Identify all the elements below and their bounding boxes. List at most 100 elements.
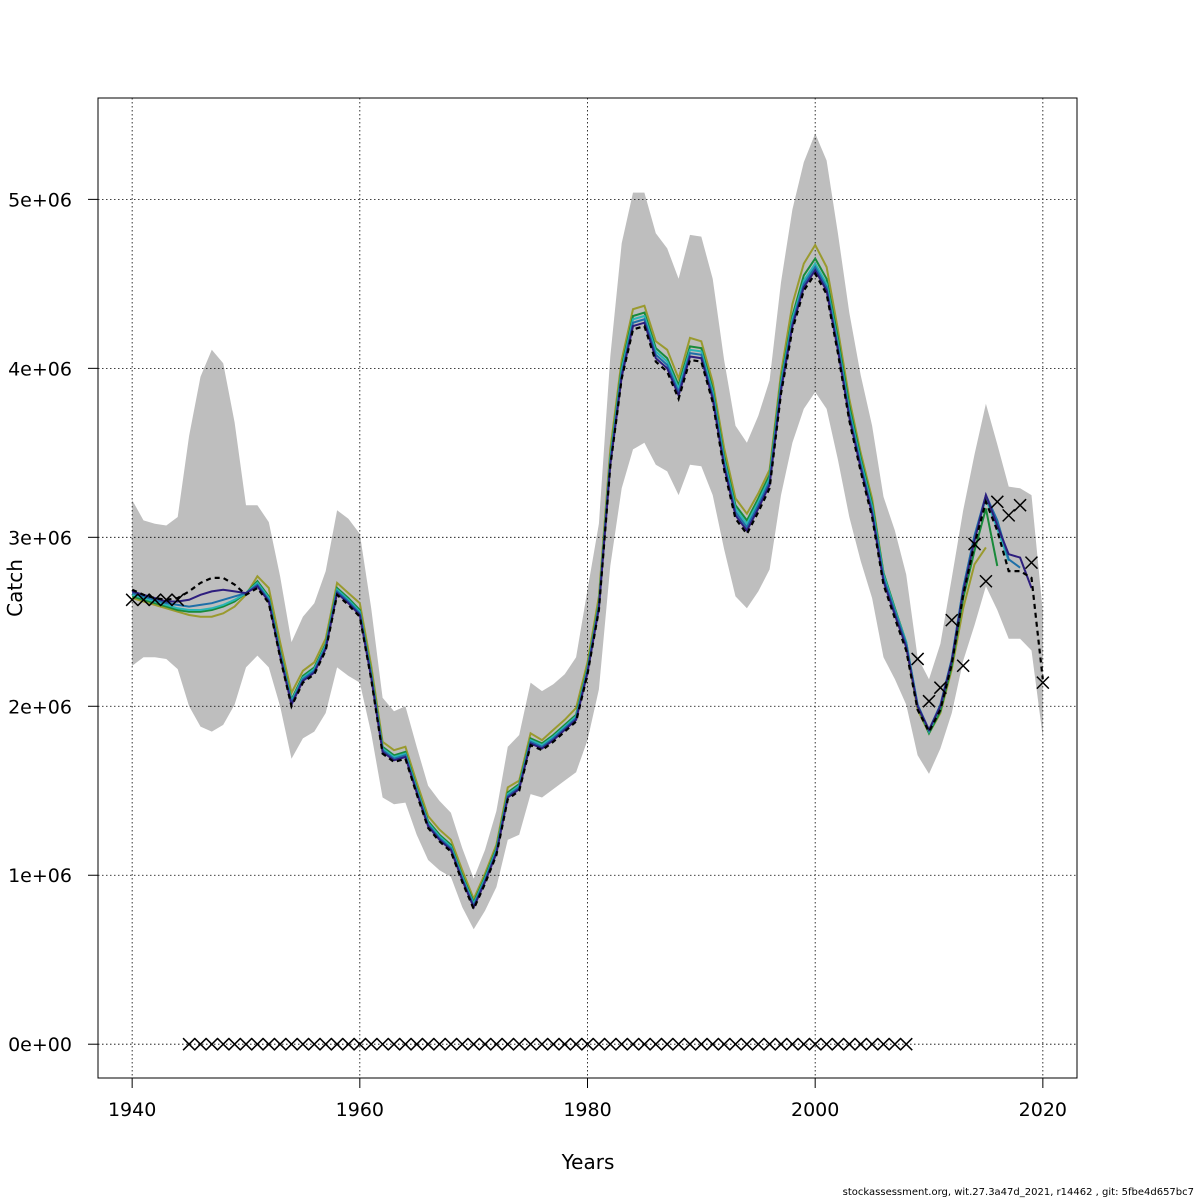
observation-marker (672, 1037, 686, 1051)
x-tick-label: 1940 (108, 1099, 156, 1121)
observation-marker (432, 1037, 447, 1051)
observation-marker (148, 593, 162, 607)
observation-marker (615, 1037, 629, 1051)
observation-marker (171, 593, 185, 607)
observation-marker (808, 1037, 822, 1051)
observation-marker (501, 1037, 515, 1051)
observation-marker (649, 1037, 663, 1051)
observation-marker (296, 1037, 310, 1051)
observation-marker (820, 1037, 834, 1051)
observation-marker (740, 1037, 754, 1051)
observation-marker (410, 1037, 424, 1051)
observation-marker (376, 1037, 390, 1051)
observation-marker (250, 1037, 264, 1051)
series-line-base (131, 271, 1044, 912)
y-tick-label: 2e+06 (8, 696, 72, 718)
observation-marker (444, 1037, 458, 1051)
observation-marker (785, 1037, 799, 1051)
observation-marker (854, 1037, 868, 1051)
observation-marker (694, 1037, 708, 1051)
observation-marker (683, 1037, 697, 1051)
observation-marker (956, 659, 970, 673)
observation-marker (478, 1037, 492, 1051)
observation-marker (330, 1037, 344, 1051)
observation-marker (307, 1037, 321, 1051)
observation-marker (774, 1037, 788, 1051)
observation-marker (592, 1037, 606, 1051)
observation-marker (831, 1037, 845, 1051)
x-axis-title: Years (561, 1150, 615, 1174)
observation-marker (125, 593, 139, 607)
observation-marker (341, 1037, 355, 1051)
observation-markers (125, 495, 1050, 1051)
y-tick-label: 0e+00 (8, 1034, 72, 1056)
observation-marker (455, 1037, 469, 1051)
observation-marker (273, 1037, 287, 1051)
observation-marker (968, 537, 982, 551)
x-tick-label: 2000 (791, 1099, 839, 1121)
observation-marker (546, 1037, 560, 1051)
observation-marker (660, 1037, 674, 1051)
observation-marker (876, 1037, 891, 1051)
observation-marker (1036, 676, 1050, 690)
observation-marker (353, 1037, 367, 1051)
observation-marker (751, 1037, 765, 1051)
observation-marker (1024, 556, 1039, 570)
observation-marker (933, 681, 947, 695)
confidence-band (132, 133, 1043, 930)
observation-marker (580, 1037, 595, 1051)
footer-credit: stockassessment.org, wit.27.3a47d_2021, … (842, 1187, 1194, 1198)
observation-marker (524, 1037, 538, 1051)
observation-marker (387, 1037, 401, 1051)
confidence-band-layer (132, 133, 1043, 930)
observation-marker (865, 1037, 879, 1051)
observation-marker (284, 1037, 299, 1051)
observation-marker (262, 1037, 276, 1051)
x-tick-label: 2020 (1019, 1099, 1067, 1121)
observation-marker (728, 1037, 743, 1051)
observation-marker (398, 1037, 412, 1051)
observation-marker (421, 1037, 435, 1051)
observation-marker (945, 613, 959, 627)
observation-marker (1013, 498, 1027, 512)
observation-marker (159, 593, 173, 607)
observation-marker (569, 1037, 583, 1051)
observation-marker (922, 694, 936, 708)
series-line-retro-5 (131, 242, 987, 902)
observation-marker (535, 1037, 549, 1051)
observation-marker (717, 1037, 731, 1051)
observation-marker (239, 1037, 253, 1051)
observation-marker (603, 1037, 617, 1051)
y-tick-label: 4e+06 (8, 358, 72, 380)
y-tick-label: 3e+06 (8, 527, 72, 549)
observation-marker (888, 1037, 902, 1051)
observation-marker (182, 1037, 196, 1051)
y-axis: 0e+00 1e+06 2e+06 3e+06 4e+06 5e+06 (8, 189, 99, 1056)
observation-marker (797, 1037, 811, 1051)
observation-marker (558, 1037, 572, 1051)
observation-marker (319, 1037, 333, 1051)
observation-marker (1002, 508, 1016, 522)
observation-marker (626, 1037, 640, 1051)
observation-marker (489, 1037, 503, 1051)
observation-marker (842, 1037, 856, 1051)
series-lines (131, 242, 1044, 912)
observation-marker (512, 1037, 526, 1051)
observation-marker (990, 495, 1004, 509)
observation-marker (899, 1037, 913, 1051)
y-tick-label: 5e+06 (8, 189, 72, 211)
x-axis: 1940 1960 1980 2000 2020 (108, 1077, 1067, 1121)
x-tick-label: 1980 (563, 1099, 611, 1121)
observation-marker (137, 593, 151, 607)
observation-marker (467, 1037, 481, 1051)
observation-marker (193, 1037, 207, 1051)
x-tick-label: 1960 (336, 1099, 384, 1121)
observation-marker (228, 1037, 242, 1051)
observation-marker (911, 652, 925, 666)
observation-marker (979, 574, 993, 588)
observation-marker (364, 1037, 378, 1051)
y-axis-title: Catch (3, 559, 27, 617)
observation-marker (205, 1037, 219, 1051)
observation-marker (763, 1037, 777, 1051)
